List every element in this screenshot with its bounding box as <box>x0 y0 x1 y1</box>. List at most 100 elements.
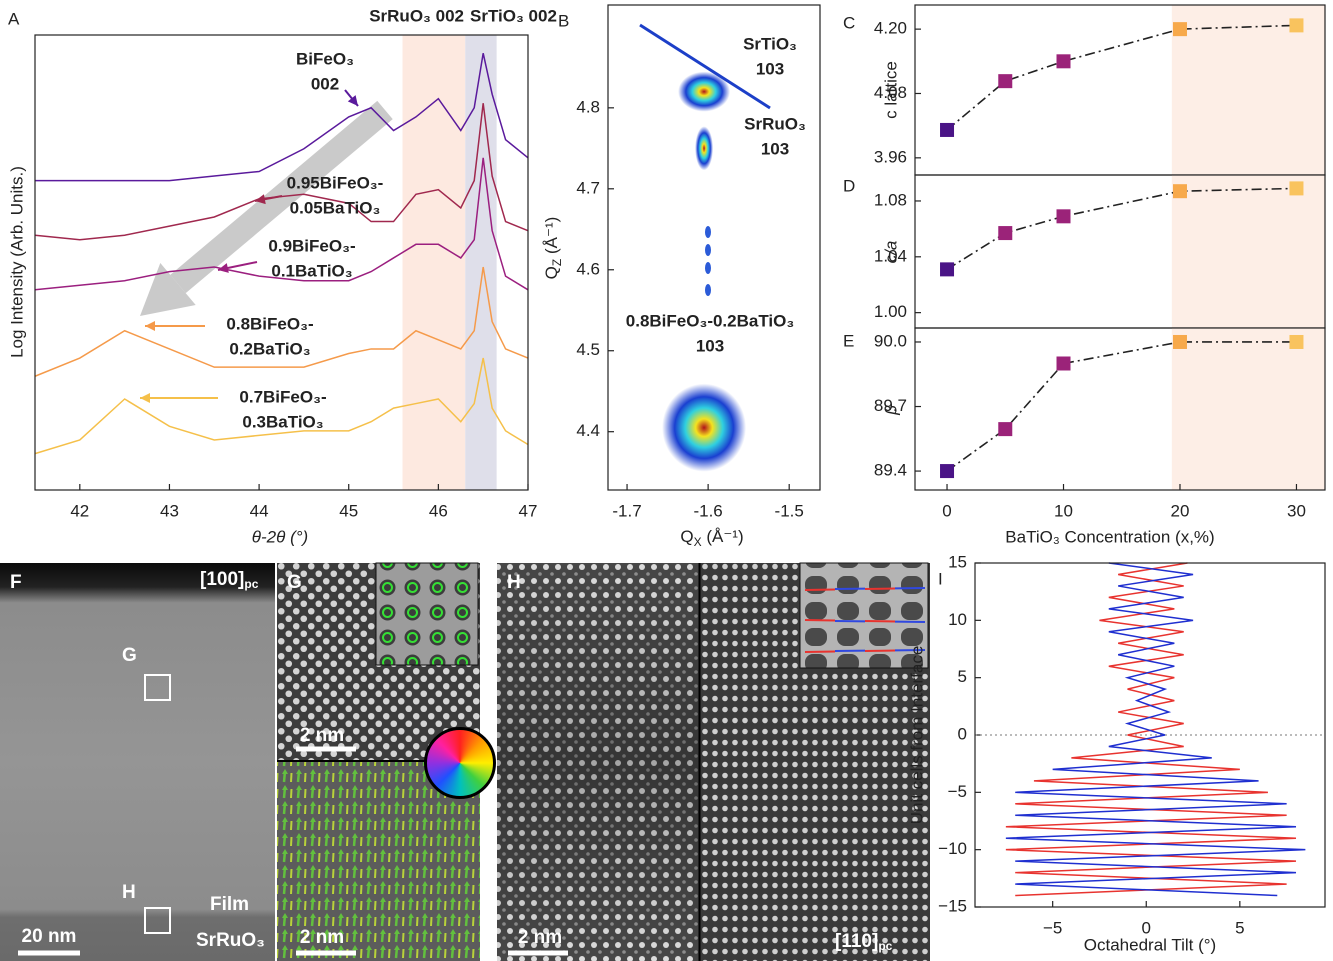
region-box <box>144 674 171 701</box>
zone-axis-sub: pc <box>244 577 258 591</box>
x-tick-label: -1.7 <box>612 501 641 520</box>
label-part: Q <box>680 527 693 546</box>
marker <box>940 464 955 479</box>
guide-arrow-head <box>140 263 196 316</box>
marker <box>998 422 1013 437</box>
diffraction-streak <box>705 226 711 238</box>
series-line <box>34 266 529 377</box>
box-label: G <box>122 645 137 666</box>
layer-label: Film <box>210 894 249 915</box>
peak-label: 103 <box>756 59 784 78</box>
x-tick-label: 10 <box>1054 501 1073 520</box>
y-axis-label: Log Intensity (Arb. Units.) <box>7 166 26 358</box>
scale-bar-label: 2 nm <box>300 725 344 746</box>
y-tick-label: 3.96 <box>874 147 907 166</box>
marker <box>1289 334 1304 349</box>
shaded-region <box>1171 328 1325 490</box>
y-tick-label: 10 <box>948 610 967 629</box>
marker <box>940 122 955 137</box>
x-tick-label: −5 <box>1043 918 1062 937</box>
y-tick-label: 4.08 <box>874 83 907 102</box>
color-wheel-holder <box>424 727 496 799</box>
scale-bar-label: 20 nm <box>22 926 77 947</box>
marker <box>1172 184 1187 199</box>
panel-h: H 2 nm [110]pc <box>497 562 930 961</box>
x-tick-label: 5 <box>1235 918 1244 937</box>
arrow-head <box>140 393 150 403</box>
zone-axis: [100]pc <box>200 569 259 591</box>
peak-label: SrRuO₃ 002 <box>369 6 464 25</box>
arrow-head <box>218 263 229 273</box>
box-label: H <box>122 882 136 903</box>
panel-label: B <box>558 11 569 30</box>
marker <box>1289 181 1304 196</box>
peak-label: 103 <box>761 139 789 158</box>
plot-frame <box>34 34 529 491</box>
y-tick-label: 1.08 <box>874 190 907 209</box>
series-label: 0.8BiFeO₃- <box>226 314 313 333</box>
x-tick-label: 20 <box>1171 501 1190 520</box>
series-label: BiFeO₃ <box>296 49 354 68</box>
diffraction-streak <box>705 244 711 256</box>
series-label: 0.05BaTiO₃ <box>290 198 381 217</box>
panel-f: F [100]pc G H Film SrRuO₃ 20 nm <box>0 563 275 961</box>
y-tick-label: 4.8 <box>576 97 600 116</box>
x-tick-label: 47 <box>519 501 538 520</box>
panel-label: F <box>10 572 22 593</box>
label-part: (Å⁻¹) <box>542 217 561 259</box>
series-label: 002 <box>311 74 339 93</box>
x-axis-label: BaTiO₃ Concentration (x,%) <box>1005 527 1214 546</box>
arrow-head <box>145 321 155 331</box>
inset-image <box>375 562 479 666</box>
y-tick-label: 4.5 <box>576 340 600 359</box>
y-axis-label: Unit cells from Interface <box>907 646 926 825</box>
panel-label: C <box>843 13 855 32</box>
marker <box>1289 18 1304 33</box>
peak <box>695 126 714 171</box>
plot-frame <box>974 562 1326 908</box>
diffraction-streak <box>705 284 711 296</box>
y-axis-label: β <box>881 405 900 416</box>
zone-axis-text: [100] <box>200 569 244 590</box>
y-tick-label: 4.20 <box>874 19 907 38</box>
panel-label: G <box>287 572 302 593</box>
panel-label: H <box>507 572 521 593</box>
series-label: 0.95BiFeO₃- <box>287 173 384 192</box>
x-tick-label: 45 <box>339 501 358 520</box>
series-label: 0.9BiFeO₃- <box>268 236 355 255</box>
y-tick-label: −10 <box>938 839 967 858</box>
series-line <box>35 53 529 182</box>
marker <box>998 74 1013 89</box>
image-shading <box>497 563 699 961</box>
y-tick-label: −5 <box>948 782 967 801</box>
y-tick-label: 4.7 <box>576 178 600 197</box>
arrow-head <box>347 95 358 106</box>
shaded-region <box>402 35 466 490</box>
y-tick-label: 1.04 <box>874 246 907 265</box>
y-tick-label: 1.00 <box>874 302 907 321</box>
shaded-region <box>1171 5 1325 175</box>
shaded-region <box>465 35 497 490</box>
label-part: X <box>694 535 702 549</box>
series-line <box>1005 562 1306 897</box>
series-label: 0.3BaTiO₃ <box>242 412 323 431</box>
marker <box>1172 22 1187 37</box>
scale-bar-label: 2 nm <box>300 927 344 948</box>
scale-bar-label: 2 nm <box>518 927 562 948</box>
peak-label: 103 <box>696 336 724 355</box>
x-tick-label: 0 <box>1142 918 1151 937</box>
zone-axis-text: [110] <box>835 931 878 952</box>
panel-label: E <box>843 331 854 350</box>
x-axis-label: QX (Å⁻¹) <box>680 527 743 549</box>
marker <box>998 226 1013 241</box>
peak-label: SrTiO₃ <box>743 34 797 53</box>
peak-label: 0.8BiFeO₃-0.2BaTiO₃ <box>626 311 794 330</box>
layer-label: SrRuO₃ <box>196 930 265 951</box>
diffraction-streak <box>639 23 771 110</box>
y-tick-label: 15 <box>948 552 967 571</box>
series-label: 0.7BiFeO₃- <box>239 387 326 406</box>
series-label: 0.1BaTiO₃ <box>271 261 352 280</box>
peak <box>678 71 731 112</box>
x-tick-label: -1.5 <box>775 501 804 520</box>
